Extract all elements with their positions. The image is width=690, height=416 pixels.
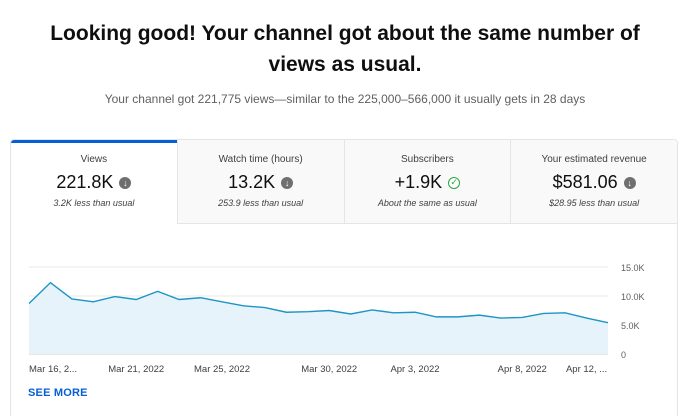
- summary-text: Your channel got 221,775 views—similar t…: [104, 92, 586, 106]
- down-arrow-icon: ↓: [119, 176, 132, 189]
- tab-label: Your estimated revenue: [541, 154, 647, 165]
- tab-note: 253.9 less than usual: [218, 198, 304, 208]
- down-arrow-icon: ↓: [623, 176, 636, 189]
- tab-views[interactable]: Views 221.8K ↓ 3.2K less than usual: [11, 140, 177, 224]
- tab-label: Views: [80, 154, 108, 165]
- tab-value: $581.06: [552, 172, 618, 192]
- x-tick-label: Mar 21, 2022: [108, 364, 164, 375]
- down-arrow-icon: ↓: [281, 176, 294, 189]
- tab-note: 3.2K less than usual: [53, 198, 135, 208]
- x-tick-label: Mar 25, 2022: [194, 364, 250, 375]
- views-series-line: [28, 281, 609, 324]
- tab-note: About the same as usual: [377, 198, 477, 208]
- tab-label: Watch time (hours): [218, 154, 303, 165]
- metric-tabs: Views 221.8K ↓ 3.2K less than usual Watch…: [11, 140, 677, 224]
- check-icon: ✓: [448, 176, 461, 189]
- y-tick-label: 15.0K: [621, 263, 645, 273]
- tab-subscribers[interactable]: Subscribers +1.9K ✓ About the same as usu…: [343, 140, 511, 224]
- tab-revenue[interactable]: Your estimated revenue $581.06 ↓ $28.95 l…: [510, 140, 677, 224]
- x-tick-label: Mar 16, 2...: [29, 364, 77, 375]
- analytics-card: Views 221.8K ↓ 3.2K less than usual Watch…: [10, 139, 678, 416]
- tab-label: Subscribers: [400, 154, 454, 165]
- x-tick-label: Mar 30, 2022: [301, 364, 357, 375]
- tab-watch-time[interactable]: Watch time (hours) 13.2K ↓ 253.9 less tha…: [176, 140, 344, 224]
- tab-value: +1.9K: [394, 172, 443, 192]
- views-chart[interactable]: 15.0K 10.0K 5.0K 0 Mar 16, 2... Mar 21, 2022 M…: [11, 224, 678, 416]
- area-fill: [29, 282, 608, 354]
- tab-value: 221.8K: [56, 172, 114, 192]
- x-tick-label: Apr 3, 2022: [390, 364, 439, 375]
- views-chart-container: 15.0K 10.0K 5.0K 0 Mar 16, 2... Mar 21, 2022 M…: [11, 224, 678, 416]
- y-tick-label: 0: [621, 350, 626, 360]
- y-tick-label: 5.0K: [621, 321, 640, 331]
- page-headline: Looking good! Your channel got about the…: [50, 22, 640, 76]
- x-tick-label: Apr 8, 2022: [498, 364, 547, 375]
- tab-value: 13.2K: [228, 172, 276, 192]
- x-tick-label: Apr 12, ...: [566, 364, 607, 375]
- see-more-link[interactable]: SEE MORE: [28, 387, 88, 399]
- tab-note: $28.95 less than usual: [549, 198, 640, 208]
- y-tick-label: 10.0K: [621, 292, 645, 302]
